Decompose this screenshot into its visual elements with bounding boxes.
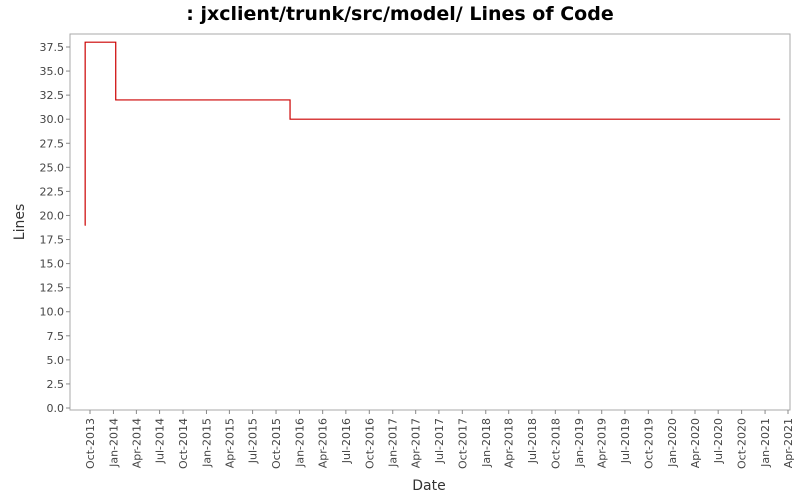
- y-tick-label: 7.5: [47, 330, 65, 343]
- x-tick-label: Oct-2013: [84, 418, 97, 469]
- series-line: [84, 41, 781, 226]
- x-tick-label: Apr-2021: [782, 418, 795, 468]
- x-tick-label: Jan-2020: [666, 418, 679, 468]
- x-tick-label: Oct-2015: [270, 418, 283, 469]
- y-axis: 0.0 2.5 5.0 7.5 10.0 12.5 15.0 17.5 20.0 22.5 25.0…: [40, 41, 70, 415]
- y-tick-label: 35.0: [40, 65, 65, 78]
- chart-title: : jxclient/trunk/src/model/ Lines of Cod…: [186, 3, 613, 25]
- y-tick-label: 20.0: [40, 209, 65, 222]
- y-tick-label: 27.5: [40, 137, 65, 150]
- y-tick-label: 25.0: [40, 161, 65, 174]
- x-tick-label: Oct-2020: [736, 418, 749, 469]
- x-axis-label: Date: [412, 478, 445, 494]
- y-tick-label: 0.0: [47, 402, 65, 415]
- y-tick-label: 32.5: [40, 89, 65, 102]
- x-tick-label: Oct-2016: [363, 418, 376, 469]
- x-tick-label: Jul-2017: [433, 418, 446, 464]
- x-tick-label: Jan-2015: [200, 418, 213, 468]
- plot-area: [69, 33, 791, 411]
- x-tick-label: Oct-2019: [642, 418, 655, 469]
- x-tick-label: Apr-2019: [596, 418, 609, 468]
- x-tick-label: Apr-2017: [410, 418, 423, 468]
- x-tick-label: Jul-2014: [154, 418, 167, 464]
- x-tick-label: Jan-2021: [759, 418, 772, 468]
- y-tick-label: 10.0: [40, 306, 65, 319]
- x-tick-label: Oct-2017: [456, 418, 469, 469]
- x-tick-label: Jul-2015: [247, 418, 260, 464]
- y-tick-label: 30.0: [40, 113, 65, 126]
- y-tick-label: 2.5: [47, 378, 65, 391]
- y-tick-label: 22.5: [40, 185, 65, 198]
- series-layer: [84, 41, 781, 226]
- x-tick-label: Jan-2014: [107, 418, 120, 468]
- x-tick-label: Jan-2016: [293, 418, 306, 468]
- x-axis: Oct-2013 Jan-2014 Apr-2014 Jul-2014 Oct-2014…: [84, 410, 795, 469]
- x-tick-label: Jul-2018: [526, 418, 539, 464]
- y-axis-label: Lines: [12, 204, 28, 240]
- x-tick-label: Jul-2016: [340, 418, 353, 464]
- x-tick-label: Apr-2018: [503, 418, 516, 468]
- y-tick-label: 12.5: [40, 282, 65, 295]
- x-tick-label: Oct-2018: [549, 418, 562, 469]
- x-tick-label: Jan-2018: [480, 418, 493, 468]
- x-tick-label: Jul-2019: [619, 418, 632, 464]
- x-tick-label: Apr-2014: [130, 418, 143, 468]
- x-tick-label: Jul-2020: [712, 418, 725, 464]
- y-tick-label: 15.0: [40, 258, 65, 271]
- y-tick-label: 5.0: [47, 354, 65, 367]
- x-tick-label: Jan-2017: [387, 418, 400, 468]
- x-tick-label: Apr-2016: [317, 418, 330, 468]
- y-tick-label: 17.5: [40, 234, 65, 247]
- x-tick-label: Apr-2015: [223, 418, 236, 468]
- x-tick-label: Jan-2019: [573, 418, 586, 468]
- y-tick-label: 37.5: [40, 41, 65, 54]
- x-tick-label: Apr-2020: [689, 418, 702, 468]
- x-tick-label: Oct-2014: [177, 418, 190, 469]
